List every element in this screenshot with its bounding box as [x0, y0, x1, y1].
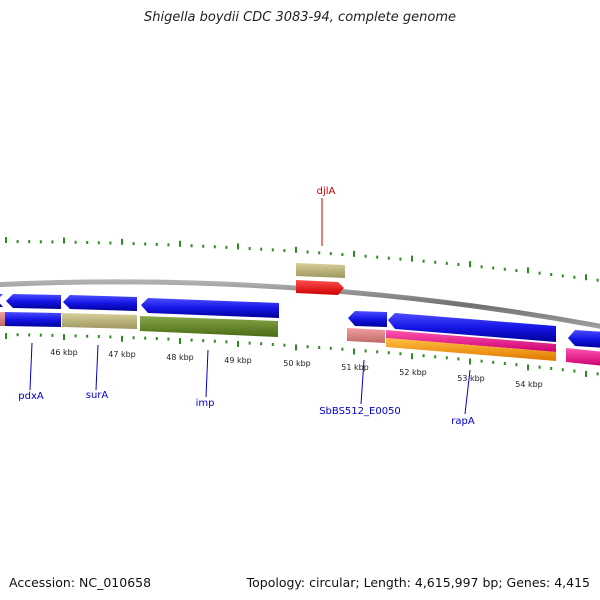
scale-label: 47 kbp [108, 350, 136, 359]
pdxA-gene-block[interactable] [5, 312, 61, 327]
map-title: Shigella boydii CDC 3083-94, complete ge… [143, 10, 457, 25]
gene-labels: pdxA surA imp djlA SbBS512_E0050 rapA [18, 186, 475, 427]
right-cds-arrow[interactable] [568, 330, 600, 348]
rapA-cds-arrow[interactable] [388, 313, 556, 342]
scale-label: 46 kbp [50, 348, 78, 357]
djlA-gene-block[interactable] [296, 263, 345, 278]
scale-label: 54 kbp [515, 380, 543, 389]
leader-lines [29, 198, 471, 415]
pdxA-upstream-block[interactable] [0, 312, 5, 326]
scale-label: 53 kbp [457, 374, 485, 383]
upper-strand-features [296, 263, 345, 295]
gene-blocks [0, 312, 600, 366]
lower-tick-row [5, 333, 599, 377]
imp-gene-block[interactable] [140, 316, 278, 337]
imp-cds-arrow[interactable] [141, 298, 279, 318]
gene-label-djlA[interactable]: djlA [317, 186, 336, 197]
gene-label-rapA[interactable]: rapA [451, 416, 475, 427]
surA-cds-arrow[interactable] [63, 295, 137, 311]
scale-label: 49 kbp [224, 356, 252, 365]
scale-label: 52 kbp [399, 368, 427, 377]
right-gene-block[interactable] [566, 348, 600, 366]
scale-labels: 46 kbp 47 kbp 48 kbp 49 kbp 50 kbp 51 kb… [50, 348, 543, 389]
surA-leader [95, 344, 99, 391]
pdxA-leader [29, 342, 33, 391]
gene-label-imp[interactable]: imp [196, 398, 215, 409]
pdxA-upstream-arrow[interactable] [0, 294, 3, 307]
imp-leader [205, 349, 209, 398]
reverse-strand-features [0, 294, 600, 348]
sbbs512-gene-block[interactable] [347, 328, 385, 343]
accession-text: Accession: NC_010658 [9, 575, 152, 590]
rapA-gene-block-top[interactable] [386, 330, 556, 352]
scale-label: 50 kbp [283, 359, 311, 368]
sbbs512-cds-arrow[interactable] [348, 311, 387, 327]
djlA-cds-arrow[interactable] [296, 280, 344, 295]
scale-label: 48 kbp [166, 353, 194, 362]
sbbs512-leader [360, 359, 365, 405]
topology-text: Topology: circular; Length: 4,615,997 bp… [246, 575, 590, 590]
surA-gene-block[interactable] [62, 313, 137, 329]
gene-label-pdxA[interactable]: pdxA [18, 391, 44, 402]
upper-tick-row [5, 237, 599, 282]
scale-label: 51 kbp [341, 363, 369, 372]
rapA-gene-block-bottom[interactable] [386, 338, 556, 361]
rapA-leader [464, 369, 471, 415]
pdxA-cds-arrow[interactable] [6, 294, 61, 309]
gene-label-surA[interactable]: surA [86, 390, 109, 401]
gene-label-SbBS512_E0050[interactable]: SbBS512_E0050 [319, 406, 401, 417]
